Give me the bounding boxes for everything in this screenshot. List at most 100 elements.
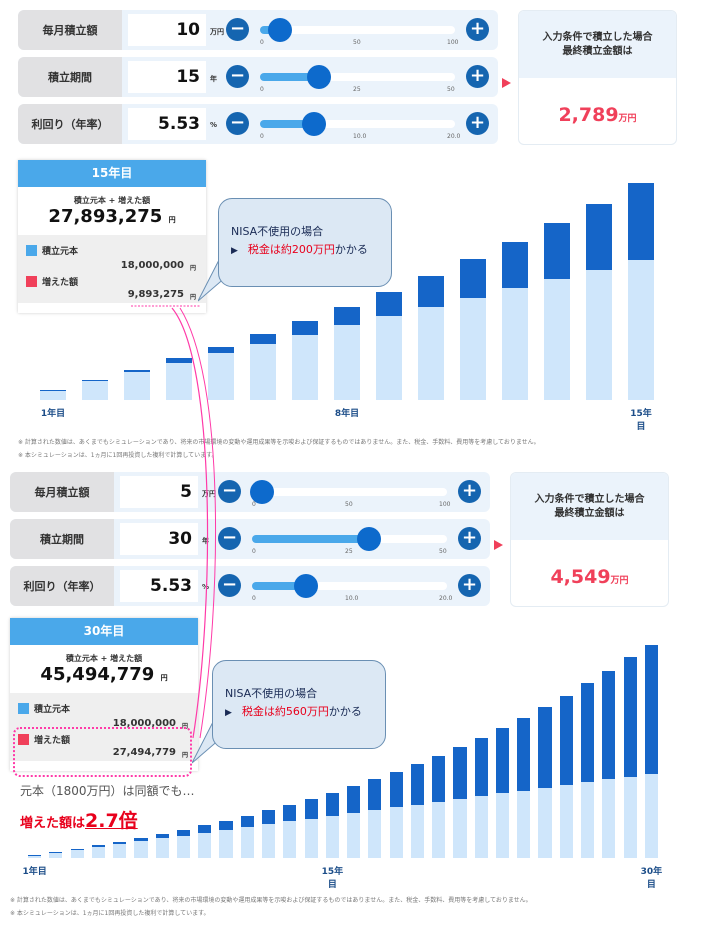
bar-gain: [495, 728, 510, 794]
bar-principal: [602, 779, 616, 858]
slider-tick: 0: [252, 501, 256, 508]
bar-principal: [123, 372, 150, 400]
bar-gain: [304, 798, 318, 819]
minus-button[interactable]: −: [226, 65, 249, 88]
yen: 円: [189, 265, 196, 272]
disclaimer: ※ 本シミュレーションは、1ヵ月に1回再投資した複利で計算しています。: [18, 452, 218, 459]
growth-ratio: 2.7倍: [85, 810, 138, 832]
x-axis-label: 1年目: [40, 409, 66, 419]
total-value: 27,893,275: [48, 206, 163, 227]
gain-legend-icon: [18, 734, 29, 745]
bar-principal: [219, 829, 233, 858]
yen: 円: [181, 723, 188, 730]
bar-gain: [368, 779, 382, 811]
plus-button[interactable]: +: [466, 65, 489, 88]
bar-principal: [585, 269, 612, 400]
bar-gain: [165, 358, 192, 363]
minus-button[interactable]: −: [226, 112, 249, 135]
principal-value: 18,000,000: [112, 718, 176, 729]
unit-label: 万円: [210, 28, 224, 36]
plus-button[interactable]: +: [458, 480, 481, 503]
slider-tick: 10.0: [345, 595, 359, 602]
unit-label: 年: [210, 75, 217, 83]
value-input[interactable]: 10: [128, 14, 206, 46]
bar-principal: [198, 832, 212, 858]
value-input[interactable]: 15: [128, 61, 206, 93]
result-line1: 入力条件で積立した場合: [542, 32, 653, 43]
final-amount: 2,789: [558, 104, 619, 126]
bar-gain: [291, 320, 318, 335]
minus-button[interactable]: −: [226, 18, 249, 41]
bar-principal: [113, 843, 127, 858]
bar-gain: [538, 707, 552, 788]
bar-gain: [375, 291, 402, 317]
growth-annotation: 増えた額は2.7倍: [20, 806, 138, 833]
slider-track[interactable]: [260, 65, 455, 89]
plus-button[interactable]: +: [458, 574, 481, 597]
summary-card: 15年目 積立元本 + 増えた額 27,893,275 円積立元本 18,000,00…: [18, 160, 206, 313]
tax-amount: 約200万円: [280, 243, 335, 256]
bar-principal: [538, 787, 552, 858]
bar-gain: [198, 825, 212, 833]
bar-principal: [501, 288, 528, 400]
result-box: 入力条件で積立した場合 最終積立金額は 4,549万円: [510, 472, 669, 607]
value-input[interactable]: 5.53: [128, 108, 206, 140]
tax-text-end: かかる: [328, 705, 362, 718]
plus-button[interactable]: +: [458, 527, 481, 550]
bar-gain: [627, 183, 654, 261]
bar-principal: [28, 855, 42, 858]
principal-value: 18,000,000: [120, 260, 184, 271]
slider-knob[interactable]: [249, 480, 274, 504]
slider-knob[interactable]: [293, 574, 318, 598]
amount-unit: 万円: [610, 576, 629, 586]
row-label: 毎月積立額: [18, 10, 122, 50]
bar-principal: [495, 793, 510, 858]
slider-knob[interactable]: [267, 18, 292, 42]
result-line2: 最終積立金額は: [562, 46, 633, 57]
slider-tick: 100: [447, 39, 459, 46]
bar-gain: [207, 346, 234, 354]
slider-tick: 50: [345, 501, 353, 508]
value-input[interactable]: 30: [120, 523, 198, 555]
slider-knob[interactable]: [357, 527, 381, 551]
total-amount: 45,494,779 円: [10, 664, 198, 685]
plus-button[interactable]: +: [466, 112, 489, 135]
bar-principal: [70, 849, 84, 858]
slider-knob[interactable]: [301, 112, 326, 136]
slider-tick: 25: [353, 86, 361, 93]
bar-principal: [623, 776, 637, 858]
result-header: 入力条件で積立した場合 最終積立金額は: [511, 473, 668, 540]
slider-knob[interactable]: [306, 65, 331, 89]
gain-label: 増えた額: [42, 278, 79, 288]
slider-track[interactable]: [249, 480, 447, 504]
minus-button[interactable]: −: [218, 527, 241, 550]
bar-principal: [134, 841, 148, 858]
bar-gain: [585, 203, 612, 270]
result-value: 4,549万円: [511, 566, 668, 588]
slider-track[interactable]: [252, 527, 447, 551]
bar-principal: [453, 799, 467, 858]
bar-principal: [543, 278, 570, 400]
slider-track[interactable]: [260, 18, 455, 42]
value-input[interactable]: 5.53: [120, 570, 198, 602]
bar-principal: [240, 827, 254, 858]
row-label: 毎月積立額: [10, 472, 114, 512]
bar-gain: [325, 792, 339, 816]
slider-fill: [252, 535, 369, 543]
gain-value: 9,893,275: [127, 289, 184, 300]
value-input[interactable]: 5: [120, 476, 198, 508]
bar-gain: [176, 829, 191, 836]
minus-button[interactable]: −: [218, 574, 241, 597]
slider-tick: 25: [345, 548, 353, 555]
slider-track[interactable]: [260, 112, 455, 136]
bar-gain: [240, 815, 254, 828]
x-axis-label: 15年目: [630, 409, 652, 432]
slider-track[interactable]: [252, 574, 447, 598]
bar-principal: [39, 390, 66, 400]
bar-gain: [644, 645, 658, 774]
plus-button[interactable]: +: [466, 18, 489, 41]
minus-button[interactable]: −: [218, 480, 241, 503]
bar-gain: [559, 695, 573, 785]
bar-gain: [333, 306, 360, 326]
